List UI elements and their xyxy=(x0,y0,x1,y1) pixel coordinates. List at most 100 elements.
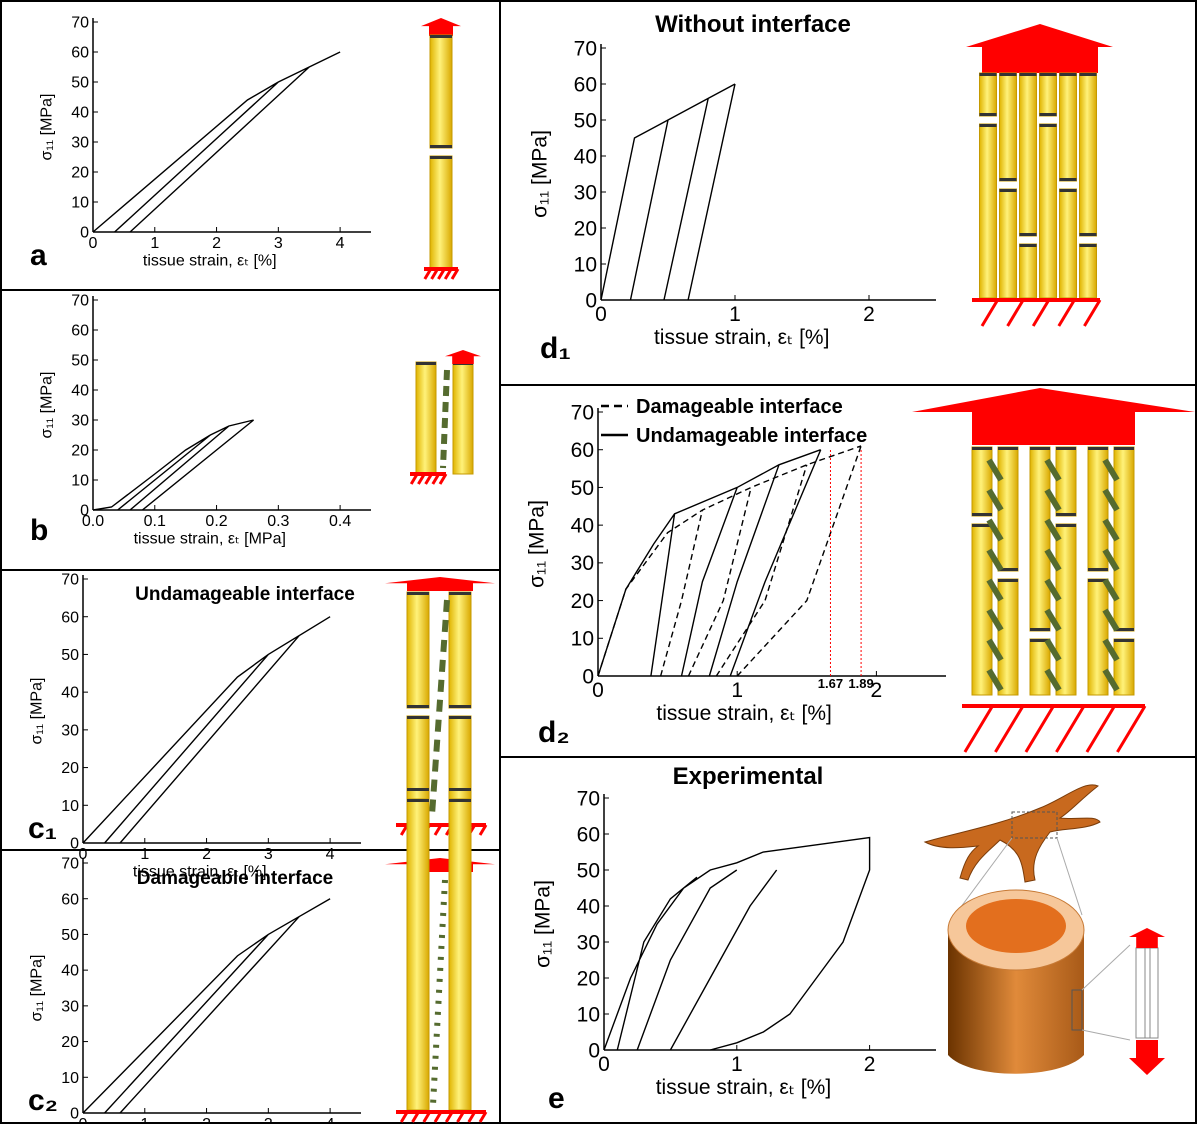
y-tick-label: 0 xyxy=(70,1106,79,1123)
fiber xyxy=(449,592,471,708)
fiber xyxy=(1088,579,1108,695)
data-line xyxy=(604,838,870,1050)
load-arrow xyxy=(966,24,1113,73)
y-tick-label: 10 xyxy=(71,195,89,212)
fiber-cap xyxy=(1020,233,1037,236)
fiber-cap xyxy=(430,156,452,159)
panel-label: e xyxy=(548,1082,565,1115)
fiber xyxy=(1080,73,1097,236)
panel-label: d₁ xyxy=(540,332,571,365)
support-hatch xyxy=(1026,706,1054,752)
y-axis-label: σ₁₁ [MPa] xyxy=(525,500,548,588)
y-tick-label: 40 xyxy=(71,383,89,400)
fiber-cap xyxy=(972,513,992,516)
fiber-cap xyxy=(449,799,471,802)
y-tick-label: 30 xyxy=(577,931,600,954)
load-arrow xyxy=(1129,1040,1165,1075)
x-tick-label: 1 xyxy=(729,303,741,326)
fiber-cap xyxy=(1060,73,1077,76)
data-line xyxy=(93,420,254,510)
data-line xyxy=(83,617,330,843)
panel-title: Experimental xyxy=(673,763,824,790)
x-tick-label: 0 xyxy=(79,1116,88,1124)
fiber xyxy=(1000,189,1017,298)
y-axis-label: σ₁₁ [MPa] xyxy=(28,955,45,1022)
x-tick-label: 1 xyxy=(150,235,159,252)
y-tick-label: 20 xyxy=(71,165,89,182)
fiber xyxy=(1056,524,1076,695)
y-tick-label: 30 xyxy=(574,181,597,204)
panel-label: a xyxy=(30,239,47,272)
y-tick-label: 50 xyxy=(71,353,89,370)
y-tick-label: 40 xyxy=(71,105,89,122)
y-tick-label: 30 xyxy=(61,722,79,739)
load-arrow xyxy=(385,577,495,591)
fiber-cap xyxy=(449,716,471,719)
fiber-cap xyxy=(430,35,452,38)
interface xyxy=(432,600,447,815)
fiber-cap xyxy=(1088,568,1108,571)
x-tick-label: 2 xyxy=(863,303,875,326)
fiber-cap xyxy=(980,124,997,127)
load-arrow xyxy=(385,858,495,872)
fiber xyxy=(1030,639,1050,695)
data-line xyxy=(598,446,861,676)
x-axis-label: tissue strain, εₜ [%] xyxy=(656,702,831,725)
support-hatch xyxy=(965,706,993,752)
x-tick-label: 3 xyxy=(274,235,283,252)
x-tick-label: 2 xyxy=(212,235,221,252)
fiber-cap xyxy=(1080,233,1097,236)
y-tick-label: 20 xyxy=(574,217,597,240)
fiber xyxy=(1040,124,1057,298)
support-hatch xyxy=(1087,706,1115,752)
fiber-cap xyxy=(1080,244,1097,247)
fiber xyxy=(980,73,997,116)
x-tick-label: 3 xyxy=(264,846,273,863)
fiber xyxy=(1040,73,1057,116)
y-axis-label: σ₁₁ [MPa] xyxy=(38,372,55,439)
x-tick-label: 0 xyxy=(89,235,98,252)
x-tick-label: 4 xyxy=(326,1116,335,1124)
fiber xyxy=(1060,189,1077,298)
fiber-cap xyxy=(980,113,997,116)
fiber xyxy=(430,156,452,268)
fiber-cap xyxy=(1056,447,1076,450)
fiber xyxy=(407,592,429,708)
y-axis-label: σ₁₁ [MPa] xyxy=(528,130,551,218)
load-arrow xyxy=(421,18,461,36)
fiber-cap xyxy=(1000,73,1017,76)
x-tick-label: 2 xyxy=(202,846,211,863)
fiber-cap xyxy=(449,788,471,791)
y-tick-label: 70 xyxy=(71,15,89,32)
marker-label: 1.67 xyxy=(818,676,843,691)
panel-label: c₁ xyxy=(28,812,57,845)
fiber xyxy=(407,799,429,1110)
fiber-cap xyxy=(416,362,436,365)
panel-label: c₂ xyxy=(28,1084,58,1117)
x-tick-label: 4 xyxy=(336,235,345,252)
x-tick-label: 2 xyxy=(202,1116,211,1124)
y-tick-label: 40 xyxy=(61,685,79,702)
y-tick-label: 60 xyxy=(571,439,594,462)
sample xyxy=(1136,948,1158,1038)
support-hatch xyxy=(982,300,998,326)
fiber-cap xyxy=(980,73,997,76)
y-tick-label: 0 xyxy=(80,503,89,520)
support-hatch xyxy=(1056,706,1084,752)
fiber-cap xyxy=(1088,447,1108,450)
x-tick-label: 0.4 xyxy=(329,513,351,530)
y-tick-label: 60 xyxy=(71,323,89,340)
fiber-cap xyxy=(1060,189,1077,192)
x-axis-label: tissue strain, εₜ [%] xyxy=(143,253,277,270)
y-tick-label: 10 xyxy=(61,798,79,815)
y-tick-label: 50 xyxy=(571,477,594,500)
fiber-cap xyxy=(430,145,452,148)
y-tick-label: 60 xyxy=(71,45,89,62)
fiber-cap xyxy=(449,705,471,708)
fiber-cap xyxy=(1114,639,1134,642)
panel-title: Damageable interface xyxy=(137,868,333,889)
y-tick-label: 0 xyxy=(70,836,79,853)
x-tick-label: 0.3 xyxy=(267,513,289,530)
support-hatch xyxy=(1033,300,1049,326)
x-tick-label: 3 xyxy=(264,1116,273,1124)
